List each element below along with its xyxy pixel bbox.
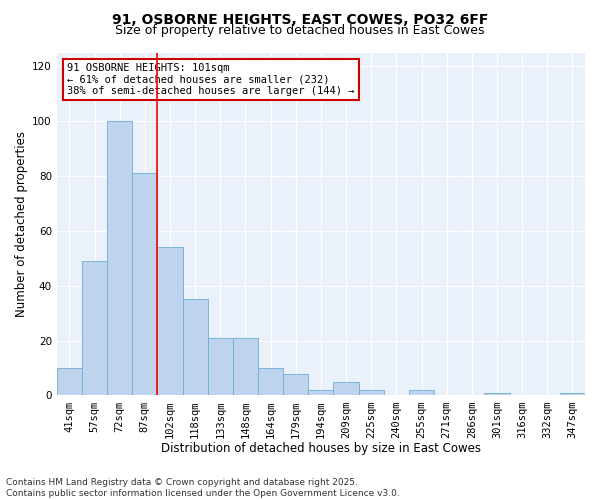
Bar: [359, 390, 384, 396]
Text: 91, OSBORNE HEIGHTS, EAST COWES, PO32 6FF: 91, OSBORNE HEIGHTS, EAST COWES, PO32 6F…: [112, 12, 488, 26]
Bar: [57, 368, 82, 396]
Bar: [484, 392, 509, 396]
Bar: [182, 300, 208, 396]
Text: 91 OSBORNE HEIGHTS: 101sqm
← 61% of detached houses are smaller (232)
38% of sem: 91 OSBORNE HEIGHTS: 101sqm ← 61% of deta…: [67, 63, 355, 96]
Bar: [208, 338, 233, 396]
Bar: [334, 382, 359, 396]
X-axis label: Distribution of detached houses by size in East Cowes: Distribution of detached houses by size …: [161, 442, 481, 455]
Bar: [157, 248, 182, 396]
Text: Size of property relative to detached houses in East Cowes: Size of property relative to detached ho…: [115, 24, 485, 37]
Bar: [283, 374, 308, 396]
Bar: [409, 390, 434, 396]
Bar: [233, 338, 258, 396]
Bar: [82, 261, 107, 396]
Bar: [258, 368, 283, 396]
Bar: [308, 390, 334, 396]
Text: Contains HM Land Registry data © Crown copyright and database right 2025.
Contai: Contains HM Land Registry data © Crown c…: [6, 478, 400, 498]
Bar: [132, 173, 157, 396]
Y-axis label: Number of detached properties: Number of detached properties: [15, 131, 28, 317]
Bar: [560, 392, 585, 396]
Bar: [107, 121, 132, 396]
